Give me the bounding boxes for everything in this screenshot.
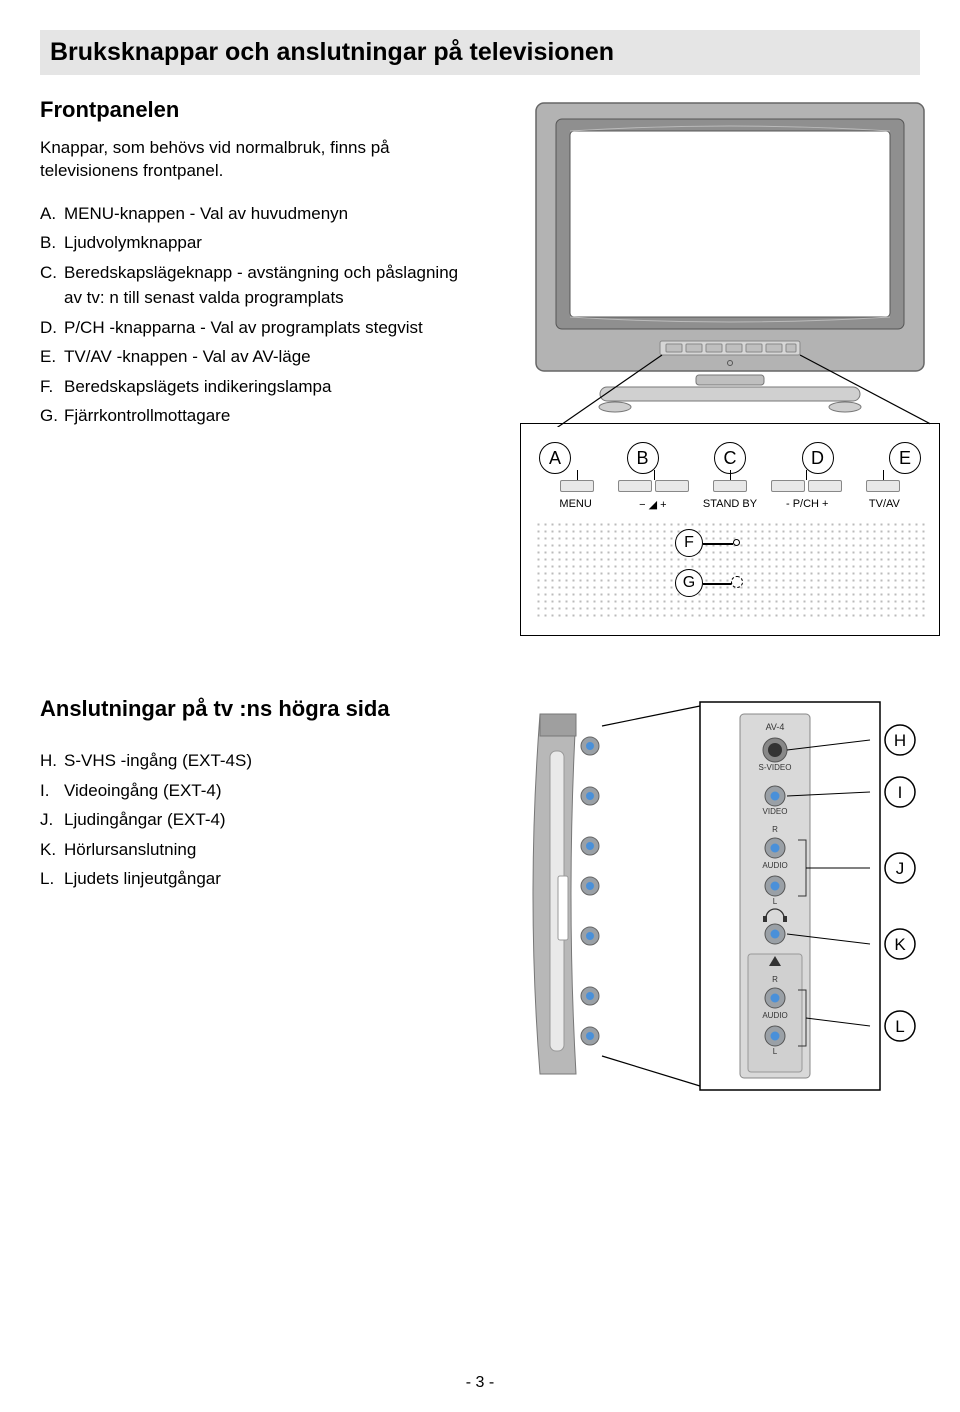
callout-label-a: A bbox=[539, 442, 571, 474]
svg-text:L: L bbox=[773, 897, 778, 906]
page-number: - 3 - bbox=[466, 1374, 494, 1392]
callout-label-k: K bbox=[894, 935, 906, 954]
callout-label-l: L bbox=[895, 1017, 904, 1036]
list-item: D.P/CH -knapparna - Val av programplats … bbox=[40, 315, 460, 341]
side-connections-section: Anslutningar på tv :ns högra sida H.S-VH… bbox=[40, 696, 920, 1096]
list-item: C.Beredskapslägeknapp - avstängning och … bbox=[40, 260, 460, 311]
vol-up-button-icon bbox=[655, 480, 689, 492]
list-item: H.S-VHS -ingång (EXT-4S) bbox=[40, 748, 460, 774]
callout-label-f: F bbox=[675, 529, 703, 557]
vol-label: − ◢ + bbox=[614, 498, 691, 511]
tvav-button-icon bbox=[866, 480, 900, 492]
svg-text:R: R bbox=[772, 825, 778, 834]
list-item: E.TV/AV -knappen - Val av AV-läge bbox=[40, 344, 460, 370]
pch-up-button-icon bbox=[808, 480, 842, 492]
page-title: Bruksknappar och anslutningar på televis… bbox=[50, 38, 910, 67]
menu-button-icon bbox=[560, 480, 594, 492]
svg-text:AUDIO: AUDIO bbox=[762, 1011, 787, 1020]
speaker-grille: F G bbox=[535, 521, 925, 621]
list-item: L.Ljudets linjeutgångar bbox=[40, 866, 460, 892]
page-title-bar: Bruksknappar och anslutningar på televis… bbox=[40, 30, 920, 75]
callout-label-g: G bbox=[675, 569, 703, 597]
frontpanel-section: Frontpanelen Knappar, som behövs vid nor… bbox=[40, 97, 920, 636]
vol-down-button-icon bbox=[618, 480, 652, 492]
list-item: F.Beredskapslägets indikeringslampa bbox=[40, 374, 460, 400]
svg-text:AUDIO: AUDIO bbox=[762, 861, 787, 870]
menu-label: MENU bbox=[537, 498, 614, 511]
list-item: J.Ljudingångar (EXT-4) bbox=[40, 807, 460, 833]
list-item: A.MENU-knappen - Val av huvudmenyn bbox=[40, 201, 460, 227]
standby-led-icon bbox=[733, 539, 740, 546]
side-heading: Anslutningar på tv :ns högra sida bbox=[40, 696, 480, 722]
standby-label: STAND BY bbox=[691, 498, 768, 511]
svg-text:VIDEO: VIDEO bbox=[763, 807, 788, 816]
standby-button-icon bbox=[713, 480, 747, 492]
callout-label-e: E bbox=[889, 442, 921, 474]
callout-label-i: I bbox=[898, 783, 903, 802]
list-item: K.Hörlursanslutning bbox=[40, 837, 460, 863]
pch-label: - P/CH + bbox=[769, 498, 846, 511]
svg-text:S-VIDEO: S-VIDEO bbox=[759, 763, 792, 772]
svg-text:L: L bbox=[773, 1047, 778, 1056]
side-list: H.S-VHS -ingång (EXT-4S) I.Videoingång (… bbox=[40, 748, 460, 892]
tv-illustration bbox=[530, 97, 930, 427]
ir-receiver-icon bbox=[731, 576, 743, 588]
av4-top-label: AV-4 bbox=[766, 722, 785, 732]
list-item: G.Fjärrkontrollmottagare bbox=[40, 403, 460, 429]
callout-label-j: J bbox=[896, 859, 905, 878]
frontpanel-buttons bbox=[535, 480, 925, 492]
side-panel-illustration: AV-4 S-VIDEO VIDEO R AUDIO L bbox=[480, 696, 940, 1096]
frontpanel-list: A.MENU-knappen - Val av huvudmenyn B.Lju… bbox=[40, 201, 460, 429]
frontpanel-callout: A B C D E MENU − ◢ + STAND BY - P/CH + T… bbox=[520, 423, 940, 636]
frontpanel-heading: Frontpanelen bbox=[40, 97, 510, 123]
callout-label-h: H bbox=[894, 731, 906, 750]
list-item: B.Ljudvolymknappar bbox=[40, 230, 460, 256]
tvav-label: TV/AV bbox=[846, 498, 923, 511]
svg-text:R: R bbox=[772, 975, 778, 984]
pch-down-button-icon bbox=[771, 480, 805, 492]
list-item: I.Videoingång (EXT-4) bbox=[40, 778, 460, 804]
frontpanel-button-labels: MENU − ◢ + STAND BY - P/CH + TV/AV bbox=[535, 492, 925, 521]
frontpanel-intro: Knappar, som behövs vid normalbruk, finn… bbox=[40, 137, 460, 183]
